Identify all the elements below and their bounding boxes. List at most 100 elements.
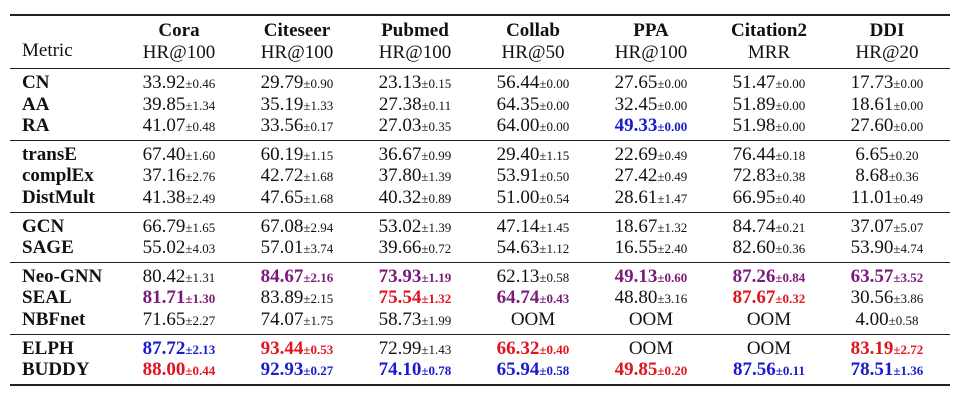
mean-value: 48.80 [614, 287, 658, 309]
result-cell: 74.07±1.75 [238, 309, 356, 331]
result-cell: 64.00±0.00 [474, 115, 592, 137]
std-value: ±0.35 [421, 119, 452, 135]
method-name: CN [22, 72, 50, 94]
mean-value: 51.89 [732, 93, 776, 115]
result-cell: 66.79±1.65 [120, 216, 238, 238]
result-cell: 65.94±0.58 [474, 359, 592, 381]
result-cell: 53.90±4.74 [828, 237, 946, 259]
result-cell: 64.35±0.00 [474, 94, 592, 116]
result-cell: OOM [474, 309, 592, 331]
result-cell: 41.38±2.49 [120, 187, 238, 209]
result-cell: 58.73±1.99 [356, 309, 474, 331]
std-value: ±0.49 [657, 169, 688, 185]
result-cell: 60.19±1.15 [238, 144, 356, 166]
std-value: ±1.39 [421, 169, 452, 185]
mean-value: 11.01 [851, 186, 894, 208]
result-cell: 8.68±0.36 [828, 165, 946, 187]
std-value: ±2.27 [185, 312, 216, 328]
result-cell: 37.07±5.07 [828, 216, 946, 238]
table-row: NBFnet 71.65±2.27 74.07±1.75 58.73±1.99 OOM O… [10, 309, 950, 331]
result-cell: 84.67±2.16 [238, 266, 356, 288]
row-group: transE 67.40±1.60 60.19±1.15 36.67±0.99 29.4… [10, 141, 950, 212]
mean-value: 33.92 [142, 72, 186, 94]
mean-value: 42.72 [260, 165, 304, 187]
dataset-name: Citeseer [263, 20, 331, 41]
mean-value: 49.85 [614, 359, 658, 381]
mean-value: 54.63 [496, 237, 540, 259]
mean-value: 83.19 [850, 337, 894, 359]
bottom-rule [10, 383, 950, 386]
result-cell: 92.93±0.27 [238, 359, 356, 381]
result-cell: 67.08±2.94 [238, 216, 356, 238]
dataset-name: Pubmed [381, 20, 449, 41]
metric-name: HR@50 [501, 42, 565, 63]
std-value: ±0.40 [775, 190, 806, 206]
std-value: ±0.60 [657, 269, 688, 285]
mean-value: 63.57 [850, 265, 894, 287]
std-value: ±0.20 [657, 363, 688, 379]
std-value: ±0.00 [539, 76, 570, 92]
std-value: ±1.32 [421, 291, 452, 307]
result-cell: 41.07±0.48 [120, 115, 238, 137]
result-cell: 27.65±0.00 [592, 72, 710, 94]
table-row: SAGE 55.02±4.03 57.01±3.74 39.66±0.72 54.63±… [10, 237, 950, 259]
result-cell: 49.85±0.20 [592, 359, 710, 381]
std-value: ±0.18 [775, 147, 806, 163]
std-value: ±0.36 [775, 241, 806, 257]
mean-value: 53.02 [378, 215, 422, 237]
std-value: ±2.16 [303, 269, 334, 285]
column-header: Citeseer HR@100 [238, 16, 356, 68]
column-header: PPA HR@100 [592, 16, 710, 68]
std-value: ±1.39 [421, 219, 452, 235]
std-value: ±1.60 [185, 147, 216, 163]
result-cell: 30.56±3.86 [828, 287, 946, 309]
mean-value: 73.93 [378, 265, 422, 287]
mean-value: 53.91 [496, 165, 540, 187]
std-value: ±0.49 [657, 147, 688, 163]
result-cell: 40.32±0.89 [356, 187, 474, 209]
column-header: Pubmed HR@100 [356, 16, 474, 68]
mean-value: 78.51 [850, 359, 894, 381]
result-cell: 57.01±3.74 [238, 237, 356, 259]
table-row: AA 39.85±1.34 35.19±1.33 27.38±0.11 64.35±0.… [10, 94, 950, 116]
std-value: ±1.99 [421, 312, 452, 328]
header-row: Metric Cora HR@100 Citeseer HR@100 Pubmed HR@… [10, 16, 950, 68]
method-name: SAGE [22, 237, 74, 259]
mean-value: 35.19 [260, 93, 304, 115]
mean-value: 41.07 [142, 115, 186, 137]
mean-value: 65.94 [496, 359, 540, 381]
result-cell: OOM [592, 309, 710, 331]
mean-value: 53.90 [850, 237, 894, 259]
result-cell: 18.67±1.32 [592, 216, 710, 238]
row-group: GCN 66.79±1.65 67.08±2.94 53.02±1.39 47.14±1… [10, 213, 950, 262]
mean-value: 30.56 [850, 287, 894, 309]
result-cell: 66.95±0.40 [710, 187, 828, 209]
std-value: ±0.15 [421, 76, 452, 92]
table-row: BUDDY 88.00±0.44 92.93±0.27 74.10±0.78 65.94… [10, 359, 950, 381]
mean-value: 57.01 [260, 237, 304, 259]
std-value: ±0.72 [421, 241, 452, 257]
std-value: ±0.11 [775, 363, 805, 379]
mean-value: 33.56 [260, 115, 304, 137]
result-cell: 54.63±1.12 [474, 237, 592, 259]
mean-value: 74.10 [378, 359, 422, 381]
std-value: ±3.16 [657, 291, 688, 307]
mean-value: 87.56 [733, 359, 776, 381]
metric-name: MRR [747, 42, 791, 63]
result-cell: 16.55±2.40 [592, 237, 710, 259]
result-cell: 51.89±0.00 [710, 94, 828, 116]
std-value: ±2.72 [893, 341, 924, 357]
std-value: ±0.40 [539, 341, 570, 357]
group-rule [10, 139, 950, 142]
row-group: Neo-GNN 80.42±1.31 84.67±2.16 73.93±1.19 62.… [10, 263, 950, 334]
method-name: RA [22, 115, 50, 137]
result-cell: 88.00±0.44 [120, 359, 238, 381]
result-cell: 66.32±0.40 [474, 338, 592, 360]
result-cell: 11.01±0.49 [828, 187, 946, 209]
method-name: GCN [22, 215, 65, 237]
result-cell: 17.73±0.00 [828, 72, 946, 94]
mean-value: 16.55 [614, 237, 658, 259]
std-value: ±0.00 [775, 119, 806, 135]
dataset-name: Citation2 [731, 20, 807, 41]
row-group: CN 33.92±0.46 29.79±0.90 23.13±0.15 56.44±0.… [10, 69, 950, 140]
